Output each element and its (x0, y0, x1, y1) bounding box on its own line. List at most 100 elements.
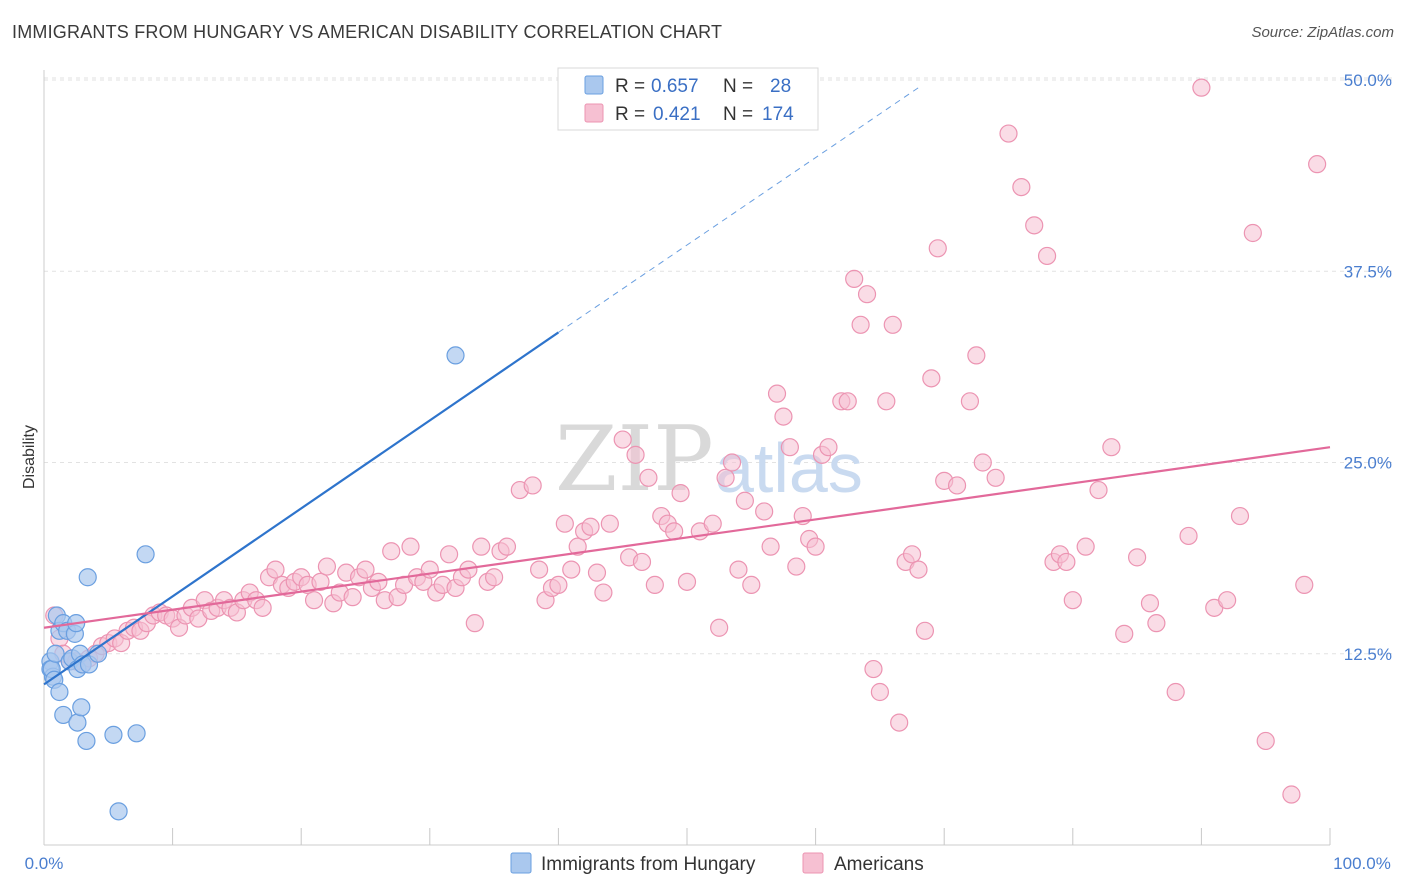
hungary-point (104, 725, 123, 744)
americans-point (497, 537, 517, 556)
americans-point (555, 514, 574, 533)
americans-point (1243, 223, 1262, 243)
americans-point (401, 537, 420, 556)
americans-point (523, 476, 542, 495)
americans-point (729, 560, 748, 579)
americans-point (1147, 614, 1166, 633)
americans-point (864, 659, 883, 679)
americans-point (922, 369, 941, 388)
americans-point (716, 468, 735, 487)
americans-point (594, 583, 613, 602)
legend-swatch-blue (584, 75, 604, 95)
americans-point (845, 269, 864, 288)
gridlines (44, 77, 1392, 655)
americans-point (1295, 575, 1314, 595)
bottom-legend-label-americans: Americans (834, 854, 924, 875)
americans-point (1057, 552, 1076, 572)
legend-n-label-1: N = (723, 76, 753, 97)
americans-point (626, 445, 645, 464)
americans-point (857, 285, 877, 304)
americans-point (755, 502, 774, 521)
americans-point (420, 560, 439, 579)
legend-n-value-1: 28 (770, 76, 791, 97)
americans-point (665, 522, 684, 541)
legend-r-label-2: R = (615, 104, 645, 125)
y-tick-labels: 12.5% 25.0% 37.5% 50.0% (1344, 71, 1392, 664)
americans-point (999, 124, 1018, 143)
americans-point (1282, 785, 1301, 804)
americans-point (1308, 155, 1327, 174)
americans-point (311, 572, 330, 591)
americans-point (1063, 591, 1082, 610)
chart-source: Source: ZipAtlas.com (1251, 24, 1394, 41)
y-tick-label: 25.0% (1344, 454, 1392, 473)
y-axis-title: Disability (21, 425, 38, 489)
americans-point (1012, 178, 1031, 197)
americans-point (549, 575, 568, 595)
americans-point (1230, 506, 1250, 526)
americans-point (787, 557, 806, 576)
americans-point (485, 568, 504, 587)
americans-point (472, 537, 491, 556)
hungary-point (77, 731, 96, 751)
trend-lines (43, 87, 1331, 686)
americans-point (465, 614, 484, 633)
americans-point (838, 392, 857, 411)
americans-point (317, 557, 337, 576)
americans-point (1256, 731, 1275, 751)
americans-point (928, 239, 947, 258)
legend-r-value-2: 0.421 (653, 104, 701, 125)
americans-point (890, 713, 909, 732)
americans-point (703, 514, 722, 533)
americans-point (1037, 246, 1057, 266)
y-tick-label: 50.0% (1344, 71, 1392, 90)
americans-point (967, 346, 986, 365)
americans-point (1127, 548, 1147, 567)
americans-point (851, 315, 870, 334)
americans-point (1192, 78, 1211, 97)
americans-point (600, 514, 619, 533)
americans-point (304, 591, 324, 610)
legend-r-label-1: R = (615, 76, 645, 97)
americans-point (761, 537, 780, 556)
americans-points (45, 78, 1327, 804)
americans-point (742, 575, 761, 595)
hungary-point (446, 346, 465, 365)
hungary-point (68, 713, 87, 732)
bottom-legend-label-hungary: Immigrants from Hungary (541, 854, 756, 875)
americans-point (1076, 537, 1095, 556)
hungary-point (109, 802, 128, 821)
hungary-point (72, 698, 91, 717)
bottom-legend-swatch-hungary (510, 852, 532, 874)
americans-point (530, 560, 549, 579)
americans-point (1025, 216, 1044, 235)
legend-n-label-2: N = (723, 104, 753, 125)
americans-point (382, 542, 401, 561)
americans-point (343, 588, 362, 607)
americans-point (774, 407, 793, 426)
x-tick-label-max: 100.0% (1333, 854, 1391, 873)
americans-point (902, 545, 922, 564)
hungary-point (78, 568, 97, 587)
americans-point (1179, 526, 1198, 546)
americans-point (562, 560, 581, 579)
americans-point (253, 598, 272, 617)
americans-point (806, 537, 825, 556)
legend-n-value-2: 174 (762, 104, 794, 125)
x-tick-label-min: 0.0% (25, 854, 64, 873)
americans-point (722, 453, 742, 472)
americans-point (671, 484, 690, 503)
legend: R = 0.657 N = 28 R = 0.421 N = 174 (557, 67, 819, 131)
americans-point (883, 315, 902, 334)
americans-point (1115, 624, 1134, 643)
americans-point (947, 476, 967, 495)
chart-title: IMMIGRANTS FROM HUNGARY VS AMERICAN DISA… (12, 22, 723, 42)
y-tick-label: 37.5% (1344, 262, 1392, 281)
americans-point (767, 384, 787, 403)
hungary-point (50, 682, 69, 702)
americans-point (356, 560, 375, 579)
americans-point (909, 560, 928, 579)
legend-swatch-pink (584, 103, 604, 123)
americans-point (1089, 480, 1108, 500)
